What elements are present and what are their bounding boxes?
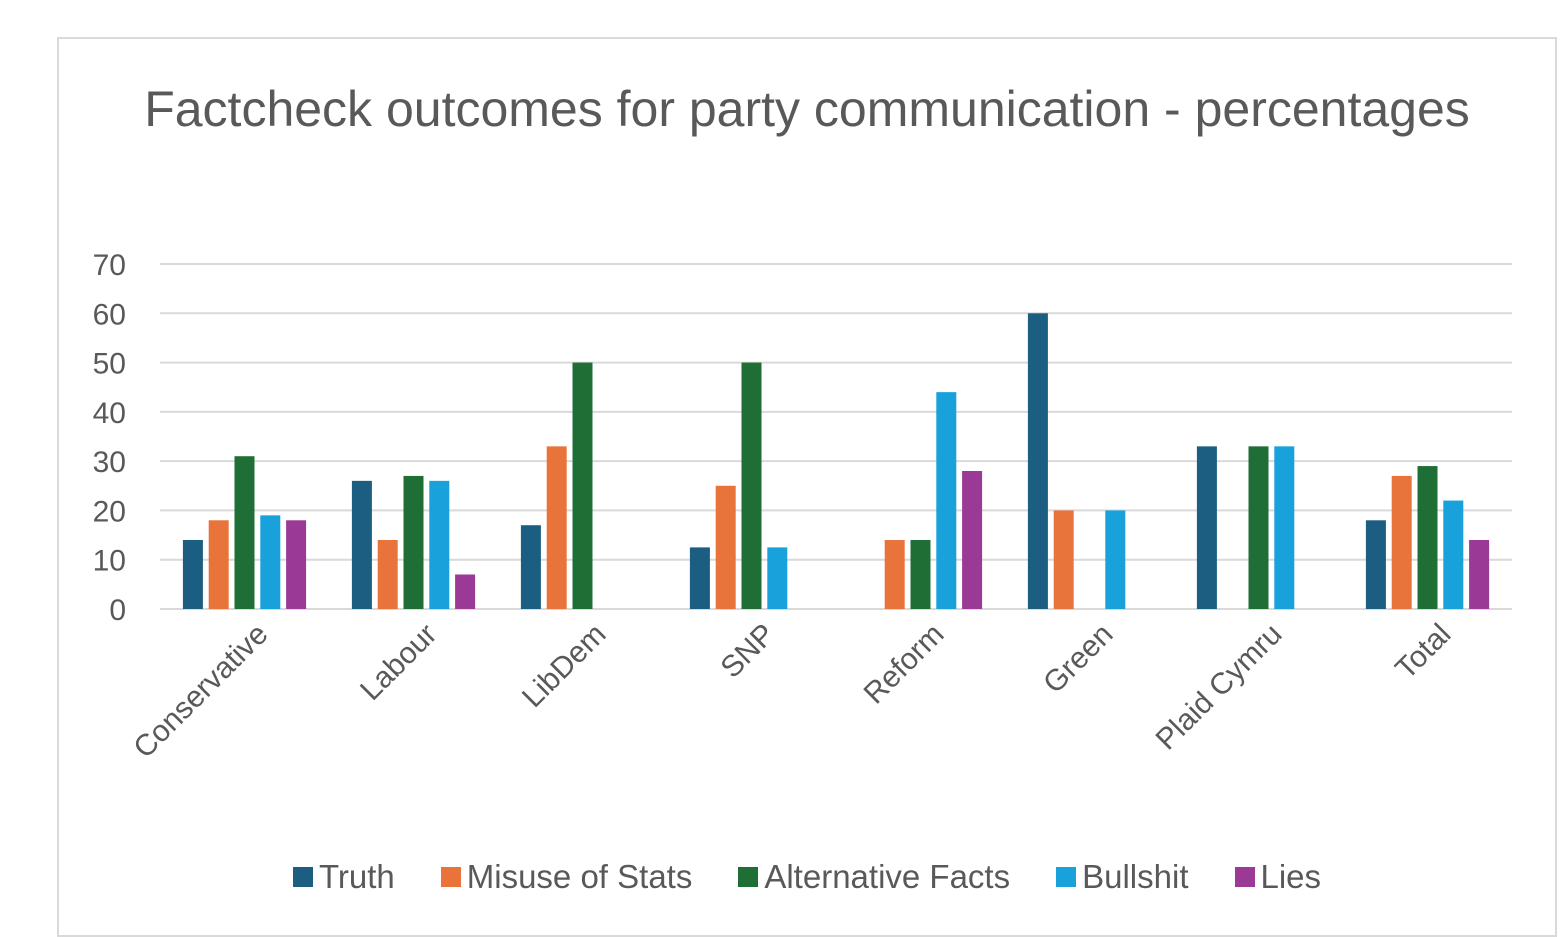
bar <box>403 475 424 609</box>
bar <box>1196 446 1217 609</box>
bar <box>1365 520 1386 609</box>
x-category-label: Green <box>1037 618 1119 700</box>
y-tick-label: 50 <box>93 348 126 381</box>
y-tick-label: 70 <box>93 249 126 282</box>
x-category-label: Plaid Cymru <box>1150 618 1289 757</box>
bar <box>429 480 450 609</box>
legend-item: Alternative Facts <box>738 858 1010 896</box>
bar <box>741 362 762 609</box>
legend-label: Lies <box>1260 858 1322 895</box>
y-tick-label: 10 <box>93 545 126 578</box>
bar <box>962 471 983 609</box>
bar <box>910 540 931 609</box>
bar <box>1105 510 1126 609</box>
y-tick-label: 30 <box>93 446 126 479</box>
bar <box>1417 466 1438 609</box>
bar <box>351 480 372 609</box>
bar <box>936 392 957 609</box>
bar <box>689 547 710 609</box>
legend-item: Misuse of Stats <box>440 858 693 896</box>
bar <box>455 574 476 609</box>
x-category-label: Labour <box>354 618 443 707</box>
bar <box>208 520 229 609</box>
y-tick-label: 0 <box>109 594 126 627</box>
legend-item: Lies <box>1234 858 1322 896</box>
legend-label: Misuse of Stats <box>466 858 693 895</box>
bar <box>1469 540 1490 609</box>
bar <box>286 520 307 609</box>
bar <box>260 515 281 609</box>
bar <box>572 362 593 609</box>
legend-swatch <box>440 867 461 887</box>
legend-item: Truth <box>292 858 395 896</box>
legend-label: Bullshit <box>1082 858 1189 895</box>
bar <box>182 540 203 609</box>
y-tick-label: 40 <box>93 397 126 430</box>
legend-swatch <box>1234 867 1255 887</box>
y-tick-label: 60 <box>93 298 126 331</box>
bar <box>1248 446 1269 609</box>
legend-label: Alternative Facts <box>764 858 1011 895</box>
legend: Truth Misuse of Stats Alternative Facts Bul… <box>57 858 1557 896</box>
bar <box>520 525 541 609</box>
bar <box>1391 475 1412 609</box>
legend-swatch <box>292 867 313 887</box>
chart-frame <box>57 37 1557 937</box>
x-category-label: Total <box>1389 618 1457 686</box>
bar <box>1053 510 1074 609</box>
bar <box>1027 313 1048 609</box>
bar <box>884 540 905 609</box>
legend-swatch <box>738 867 759 887</box>
y-tick-label: 20 <box>93 495 126 528</box>
legend-swatch <box>1056 867 1077 887</box>
bar <box>1443 500 1464 609</box>
bar <box>234 456 255 609</box>
chart-title: Factcheck outcomes for party communicati… <box>144 81 1470 137</box>
x-category-label: Conservative <box>127 618 274 765</box>
legend-label: Truth <box>318 858 395 895</box>
bar <box>377 540 398 609</box>
x-category-label: LibDem <box>516 618 612 714</box>
x-category-label: SNP <box>714 618 781 685</box>
bar <box>715 485 736 609</box>
x-category-label: Reform <box>858 618 951 711</box>
legend-item: Bullshit <box>1056 858 1189 896</box>
bar <box>546 446 567 609</box>
bar <box>1274 446 1295 609</box>
bar <box>767 547 788 609</box>
